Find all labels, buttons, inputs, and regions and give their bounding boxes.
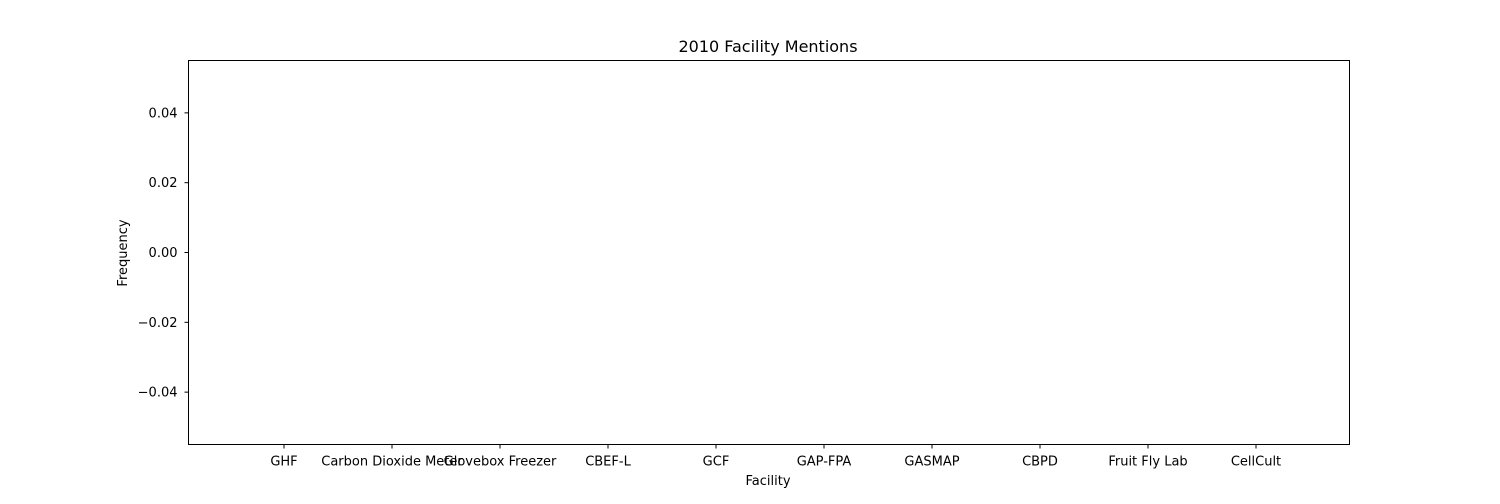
y-tick-label: 0.02 xyxy=(149,176,178,191)
chart-title: 2010 Facility Mentions xyxy=(678,37,857,56)
x-tick-label: CBPD xyxy=(1022,455,1058,470)
x-tick-label: Fruit Fly Lab xyxy=(1108,455,1187,470)
y-tick-label: −0.04 xyxy=(138,386,178,401)
x-tick-label: GAP-FPA xyxy=(797,455,852,470)
x-tick-label: Glovebox Freezer xyxy=(444,455,557,470)
x-tick-label: CBEF-L xyxy=(585,455,631,470)
x-tick-label: Carbon Dioxide Meter xyxy=(321,455,463,470)
plot-area-frame xyxy=(188,60,1350,445)
y-axis-label: Frequency xyxy=(116,219,131,286)
x-axis-label: Facility xyxy=(745,474,790,489)
x-tick-label: GASMAP xyxy=(904,455,959,470)
x-tick-label: GHF xyxy=(270,455,297,470)
y-ticks: 0.04 0.02 0.00 −0.02 −0.04 xyxy=(138,106,189,401)
y-tick-label: 0.04 xyxy=(149,106,178,121)
y-tick-label: 0.00 xyxy=(149,246,178,261)
x-tick-label: CellCult xyxy=(1231,455,1281,470)
x-tick-label: GCF xyxy=(703,455,730,470)
y-tick-label: −0.02 xyxy=(138,316,178,331)
